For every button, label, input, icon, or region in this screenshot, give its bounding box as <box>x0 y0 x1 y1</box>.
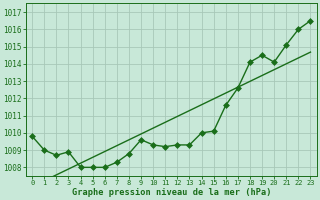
X-axis label: Graphe pression niveau de la mer (hPa): Graphe pression niveau de la mer (hPa) <box>72 188 271 197</box>
